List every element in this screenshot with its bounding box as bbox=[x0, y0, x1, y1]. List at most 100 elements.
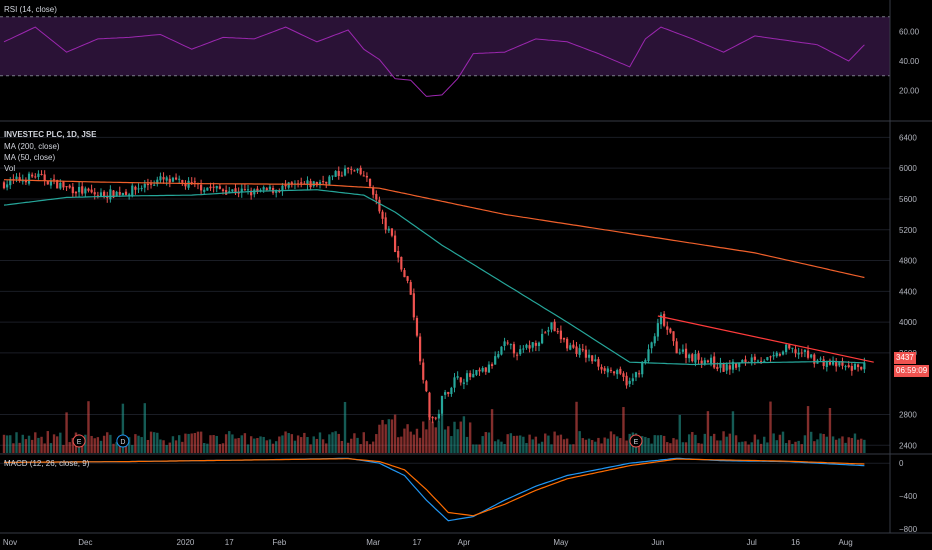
candle-body bbox=[766, 357, 769, 361]
candle-body bbox=[672, 331, 675, 342]
candle-body bbox=[178, 178, 181, 180]
volume-bar bbox=[565, 438, 569, 453]
candle-body bbox=[753, 356, 756, 360]
price-tick: 2400 bbox=[899, 441, 917, 450]
volume-bar bbox=[850, 438, 854, 453]
volume-bar bbox=[253, 438, 256, 453]
volume-bar bbox=[475, 444, 478, 453]
volume-bar bbox=[437, 421, 441, 453]
volume-bar bbox=[709, 436, 713, 453]
candle-body bbox=[209, 186, 212, 189]
candle-body bbox=[569, 345, 572, 350]
volume-bar bbox=[512, 435, 516, 453]
volume-bar bbox=[622, 407, 625, 453]
candle-body bbox=[831, 360, 835, 365]
candle-body bbox=[262, 187, 265, 190]
volume-bar bbox=[525, 443, 528, 453]
volume-bar bbox=[46, 431, 49, 453]
candle-body bbox=[34, 176, 37, 178]
candle-body bbox=[65, 186, 68, 188]
time-label: Apr bbox=[458, 538, 471, 547]
volume-bar bbox=[68, 442, 71, 453]
volume-bar bbox=[497, 439, 500, 453]
macd-tick: 0 bbox=[899, 459, 904, 468]
candle-body bbox=[203, 189, 206, 192]
volume-bar bbox=[24, 439, 28, 453]
volume-bar bbox=[606, 438, 610, 453]
volume-bar bbox=[365, 441, 369, 453]
volume-bar bbox=[509, 433, 513, 453]
candle-body bbox=[734, 363, 738, 368]
candle-body bbox=[781, 351, 785, 355]
volume-bar bbox=[5, 435, 9, 453]
trendline[interactable] bbox=[657, 315, 874, 363]
macd-panel[interactable] bbox=[0, 457, 890, 522]
volume-bar bbox=[168, 442, 172, 453]
volume-bar bbox=[268, 439, 272, 453]
ma200-legend[interactable]: MA (200, close) bbox=[4, 142, 60, 151]
volume-bars bbox=[2, 401, 866, 453]
candle-body bbox=[484, 367, 487, 372]
volume-bar bbox=[590, 440, 594, 453]
candle-body bbox=[534, 342, 537, 346]
volume-bar bbox=[65, 412, 68, 453]
candle-body bbox=[15, 176, 18, 179]
volume-bar bbox=[362, 432, 365, 453]
volume-bar bbox=[722, 431, 725, 453]
volume-bar bbox=[412, 434, 416, 453]
candle-body bbox=[265, 188, 268, 191]
volume-bar bbox=[425, 429, 428, 453]
volume-bar bbox=[318, 432, 322, 453]
candle-body bbox=[700, 360, 703, 364]
volume-bar bbox=[669, 443, 672, 453]
volume-bar bbox=[334, 431, 337, 453]
time-label: 16 bbox=[791, 538, 800, 547]
candle-body bbox=[81, 186, 84, 194]
volume-bar bbox=[159, 439, 162, 453]
volume-bar bbox=[350, 438, 353, 453]
candle-body bbox=[96, 195, 99, 197]
candle-body bbox=[697, 353, 700, 360]
candle-body bbox=[434, 417, 437, 419]
symbol-legend[interactable]: INVESTEC PLC, 1D, JSE bbox=[4, 130, 97, 139]
macd-label[interactable]: MACD (12, 26, close, 9) bbox=[4, 459, 90, 468]
candle-body bbox=[537, 342, 541, 347]
volume-bar bbox=[456, 429, 459, 453]
price-tick: 2800 bbox=[899, 411, 917, 420]
candle-body bbox=[638, 373, 641, 375]
volume-bar bbox=[434, 427, 437, 453]
volume-bar bbox=[791, 443, 794, 453]
volume-bar bbox=[12, 443, 15, 453]
candle-body bbox=[731, 361, 735, 370]
ma50-legend[interactable]: MA (50, close) bbox=[4, 153, 56, 162]
candle-body bbox=[231, 189, 234, 192]
volume-bar bbox=[356, 437, 359, 453]
volume-bar bbox=[719, 440, 722, 453]
price-tick: 4400 bbox=[899, 287, 917, 296]
candle-body bbox=[572, 344, 575, 348]
candle-body bbox=[512, 344, 516, 354]
candle-body bbox=[68, 185, 71, 188]
candle-body bbox=[2, 182, 6, 189]
volume-bar bbox=[184, 433, 187, 453]
candle-body bbox=[553, 321, 556, 332]
vol-legend[interactable]: Vol bbox=[4, 164, 16, 173]
volume-bar bbox=[659, 435, 663, 453]
volume-bar bbox=[813, 441, 816, 453]
volume-bar bbox=[625, 440, 628, 453]
candle-body bbox=[791, 347, 794, 349]
volume-bar bbox=[675, 439, 678, 453]
macd-tick: −400 bbox=[899, 492, 918, 501]
volume-bar bbox=[487, 432, 491, 453]
candle-body bbox=[353, 170, 356, 172]
rsi-label[interactable]: RSI (14, close) bbox=[4, 5, 57, 14]
candle-body bbox=[87, 188, 90, 191]
time-axis[interactable]: Nov Dec 2020 17 Feb Mar 17 Apr May Jun Jul 16 Aug bbox=[3, 538, 853, 547]
candle-body bbox=[134, 186, 137, 190]
rsi-panel[interactable] bbox=[0, 16, 890, 97]
candle-body bbox=[838, 362, 841, 366]
price-axis[interactable]: 60.00 40.00 20.00 6400 6000 5600 5200 4800 4400 4… bbox=[899, 28, 920, 534]
volume-bar bbox=[831, 436, 835, 453]
